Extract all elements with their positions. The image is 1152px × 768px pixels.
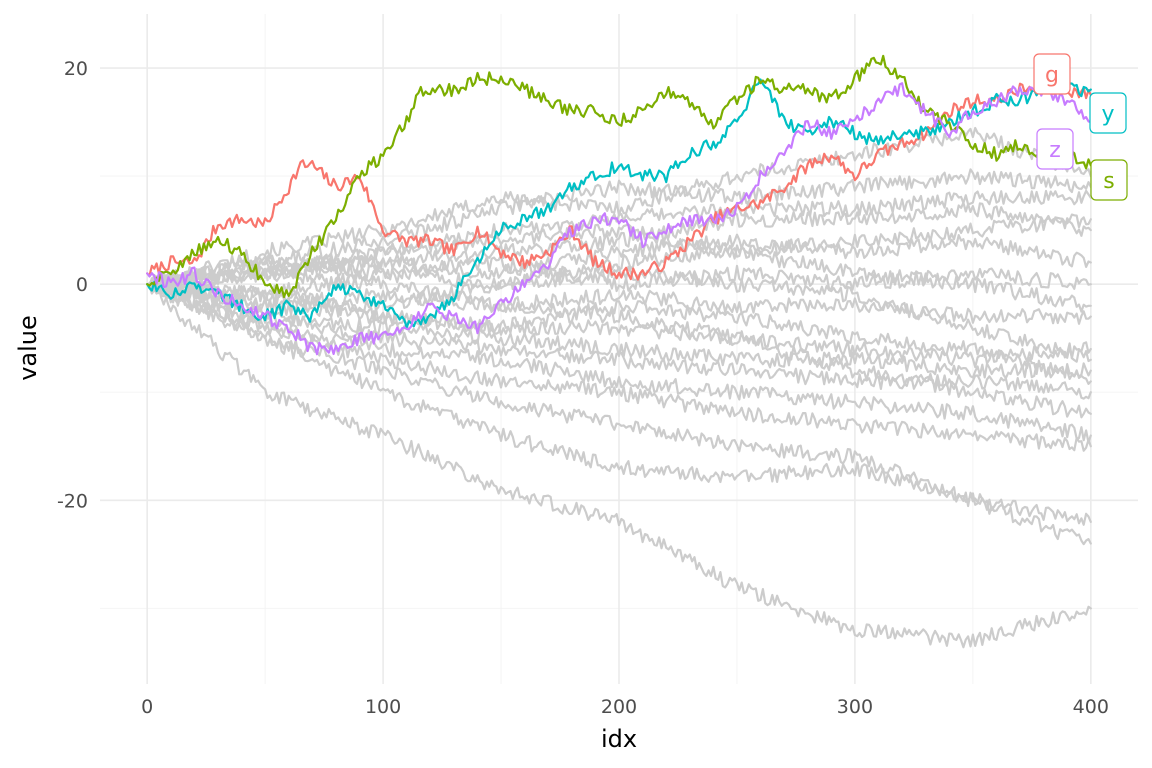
series-tag-text: y — [1101, 102, 1114, 127]
series-tag-box — [1036, 128, 1074, 170]
y-tick-label: 0 — [76, 274, 88, 296]
x-tick-label: 300 — [837, 696, 873, 718]
background-series-line — [146, 279, 1092, 380]
background-series-line — [146, 280, 1092, 452]
background-series-line — [146, 283, 1092, 444]
x-tick-label: 200 — [601, 696, 637, 718]
y-tick-label: 20 — [64, 58, 88, 80]
background-series-line — [146, 265, 1092, 419]
x-tick-label: 0 — [141, 696, 153, 718]
series-line-y — [146, 78, 1092, 329]
series-tag-text: g — [1045, 63, 1059, 88]
series-tags-group: g y s z — [1033, 53, 1128, 201]
series-tag-g: g — [1033, 53, 1071, 95]
series-tag-box — [1033, 53, 1071, 95]
background-series-line — [146, 265, 1092, 363]
x-tick-label: 400 — [1073, 696, 1109, 718]
series-tag-box — [1089, 92, 1127, 134]
series-tag-s: s — [1090, 159, 1128, 201]
x-axis-title: idx — [601, 725, 637, 753]
x-axis-tick-labels: 0 100 200 300 400 — [141, 696, 1109, 718]
background-series-line — [146, 277, 1092, 369]
x-tick-label: 100 — [365, 696, 401, 718]
series-tag-text: z — [1049, 138, 1061, 163]
y-tick-label: -20 — [57, 490, 88, 512]
background-series-line — [146, 276, 1092, 385]
series-line-g — [146, 82, 1092, 281]
highlighted-series-group — [146, 54, 1092, 356]
background-series-line — [146, 168, 1092, 289]
y-axis-tick-labels: -20 0 20 — [57, 58, 88, 512]
series-tag-z: z — [1036, 128, 1074, 170]
background-series-group — [146, 126, 1092, 649]
series-tag-text: s — [1103, 169, 1114, 194]
background-series-line — [146, 283, 1092, 546]
series-line-z — [146, 82, 1092, 356]
background-series-line — [146, 254, 1092, 302]
series-tag-y: y — [1089, 92, 1127, 134]
y-axis-title: value — [14, 315, 42, 381]
background-series-line — [146, 283, 1092, 649]
series-tag-box — [1090, 159, 1128, 201]
